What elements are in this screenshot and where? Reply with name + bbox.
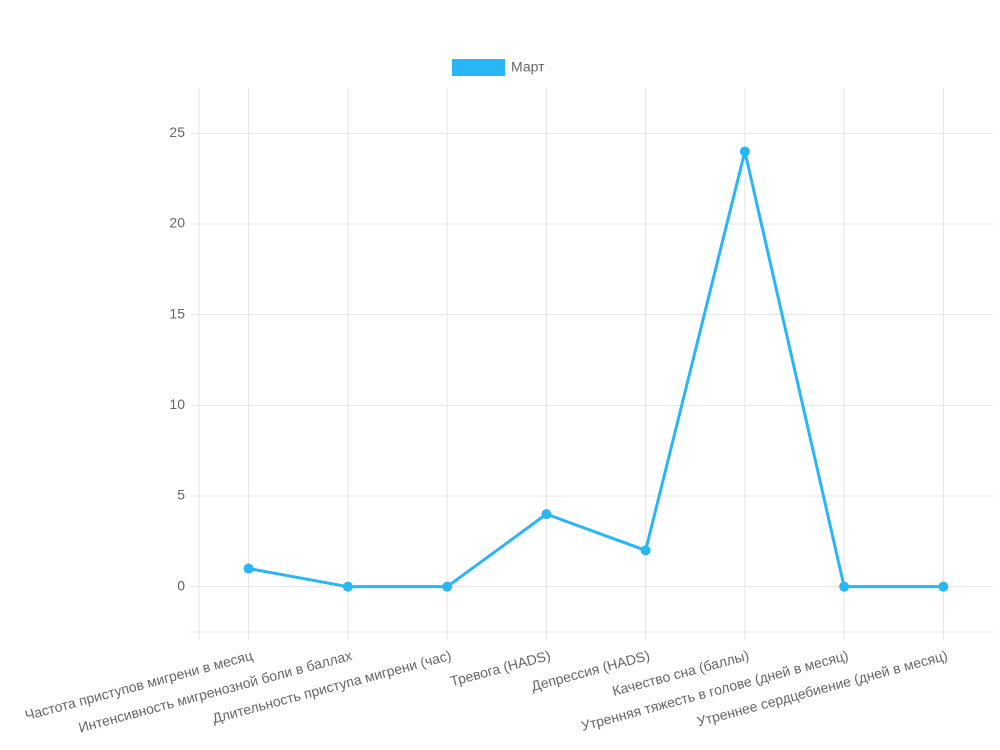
y-tick-label: 25 xyxy=(169,124,185,140)
y-tick-label: 20 xyxy=(169,215,185,231)
data-point xyxy=(541,509,552,520)
y-tick-label: 10 xyxy=(169,396,185,412)
data-point xyxy=(243,563,254,574)
y-tick-label: 5 xyxy=(177,487,185,503)
data-point xyxy=(839,581,850,592)
y-tick-label: 0 xyxy=(177,577,185,593)
y-tick-label: 15 xyxy=(169,305,185,321)
data-point xyxy=(739,146,750,157)
data-point xyxy=(640,545,651,556)
data-point xyxy=(342,581,353,592)
data-point xyxy=(442,581,453,592)
legend-swatch xyxy=(452,59,505,76)
data-point xyxy=(938,581,949,592)
legend-label: Март xyxy=(511,59,545,75)
series-line xyxy=(248,149,944,589)
